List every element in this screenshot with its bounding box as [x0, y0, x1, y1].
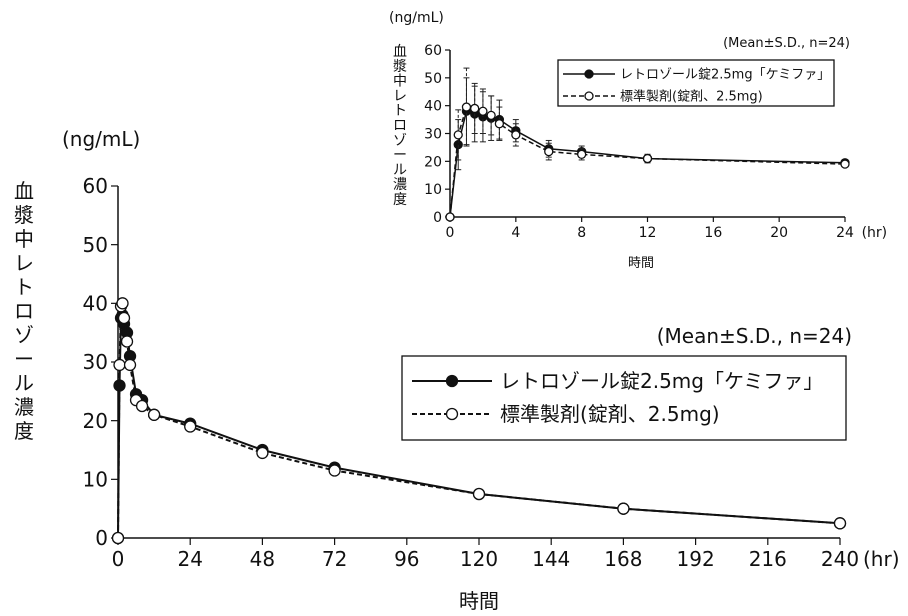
data-point — [472, 487, 486, 501]
x-tick-label: 120 — [460, 547, 498, 571]
legend-marker — [584, 91, 594, 101]
y-unit-label: (ng/mL) — [62, 127, 140, 151]
series-reference — [111, 297, 847, 545]
data-point — [135, 399, 149, 413]
legend-label: レトロゾール錠2.5mg「ケミファ」 — [500, 369, 823, 393]
legend-label: 標準製剤(錠剤、2.5mg) — [500, 402, 720, 426]
legend: レトロゾール錠2.5mg「ケミファ」標準製剤(錠剤、2.5mg) — [557, 59, 835, 107]
inset-chart: 0 10 20 30 40 50 60 0 4 8 12 16 20 24 (hr) (ng/mL) 血漿中レト… — [389, 10, 887, 271]
legend-marker — [445, 407, 459, 421]
x-tick-label: 20 — [770, 225, 788, 241]
x-tick-label: 16 — [704, 225, 722, 241]
x-unit-label: (hr) — [862, 225, 888, 241]
x-axis-label: 時間 — [459, 589, 499, 613]
x-tick-label: 168 — [604, 547, 642, 571]
legend: レトロゾール錠2.5mg「ケミファ」標準製剤(錠剤、2.5mg) — [401, 355, 847, 441]
y-axis-label: 血漿中レトロゾール濃度 — [14, 179, 34, 443]
x-tick-label: 240 — [821, 547, 859, 571]
data-point — [617, 502, 630, 515]
y-tick-label: 60 — [424, 43, 442, 59]
y-unit-label: (ng/mL) — [389, 10, 444, 26]
y-tick-label: 50 — [424, 71, 442, 87]
data-point — [116, 297, 129, 310]
data-point — [478, 106, 488, 116]
y-tick-label: 50 — [83, 233, 108, 257]
data-point — [123, 358, 137, 372]
x-tick-label: 144 — [532, 547, 570, 571]
data-point — [147, 408, 161, 421]
x-tick-label: 12 — [639, 225, 657, 241]
y-tick-label: 10 — [83, 468, 108, 492]
data-point — [113, 358, 126, 372]
y-tick-label: 20 — [83, 409, 108, 433]
x-tick-label: 0 — [112, 547, 125, 571]
y-tick-label: 40 — [424, 99, 442, 115]
data-point — [120, 335, 134, 348]
x-tick-label: 216 — [749, 547, 787, 571]
y-tick-label: 0 — [433, 210, 442, 226]
data-point — [111, 531, 125, 545]
y-tick-label: 20 — [424, 154, 442, 170]
data-point — [461, 102, 472, 112]
x-axis-label: 時間 — [628, 256, 654, 271]
data-point — [511, 130, 521, 140]
data-point — [184, 420, 197, 433]
y-tick-label: 10 — [424, 182, 442, 198]
x-tick-label: 24 — [177, 547, 202, 571]
data-point — [544, 146, 554, 157]
y-tick-label: 0 — [95, 526, 108, 550]
x-tick-label: 48 — [250, 547, 275, 571]
x-tick-label: 8 — [577, 225, 586, 241]
data-point — [833, 517, 847, 530]
stat-note: (Mean±S.D., n=24) — [723, 36, 850, 51]
data-point — [256, 446, 269, 460]
y-tick-label: 30 — [83, 350, 108, 374]
data-point — [840, 159, 850, 169]
data-point — [577, 149, 587, 160]
legend-box — [557, 59, 835, 107]
stat-note: (Mean±S.D., n=24) — [657, 324, 852, 348]
series-line — [449, 110, 846, 218]
x-tick-label: 72 — [322, 547, 347, 571]
legend-label: レトロゾール錠2.5mg「ケミファ」 — [620, 68, 830, 83]
x-tick-label: 24 — [836, 225, 854, 241]
data-point — [117, 311, 131, 325]
y-tick-label: 30 — [424, 127, 442, 143]
data-point — [445, 212, 455, 222]
data-point — [494, 119, 505, 129]
y-tick-label: 40 — [83, 292, 108, 316]
x-tick-label: 0 — [446, 225, 455, 241]
x-tick-label: 96 — [394, 547, 419, 571]
series-reference — [445, 67, 850, 222]
legend-marker — [445, 374, 459, 388]
y-axis-label: 血漿中レトロゾール濃度 — [393, 44, 407, 208]
legend-label: 標準製剤(錠剤、2.5mg) — [620, 89, 763, 105]
legend-box — [401, 355, 847, 441]
x-tick-label: 4 — [511, 225, 520, 241]
x-tick-label: 192 — [677, 547, 715, 571]
data-point — [470, 103, 480, 114]
x-unit-label: (hr) — [863, 547, 900, 571]
series-line — [449, 106, 846, 218]
data-point — [453, 130, 463, 140]
y-tick-label: 60 — [83, 174, 108, 198]
data-point — [486, 110, 496, 121]
legend-marker — [584, 69, 594, 79]
data-point — [642, 153, 653, 164]
data-point — [328, 464, 341, 477]
